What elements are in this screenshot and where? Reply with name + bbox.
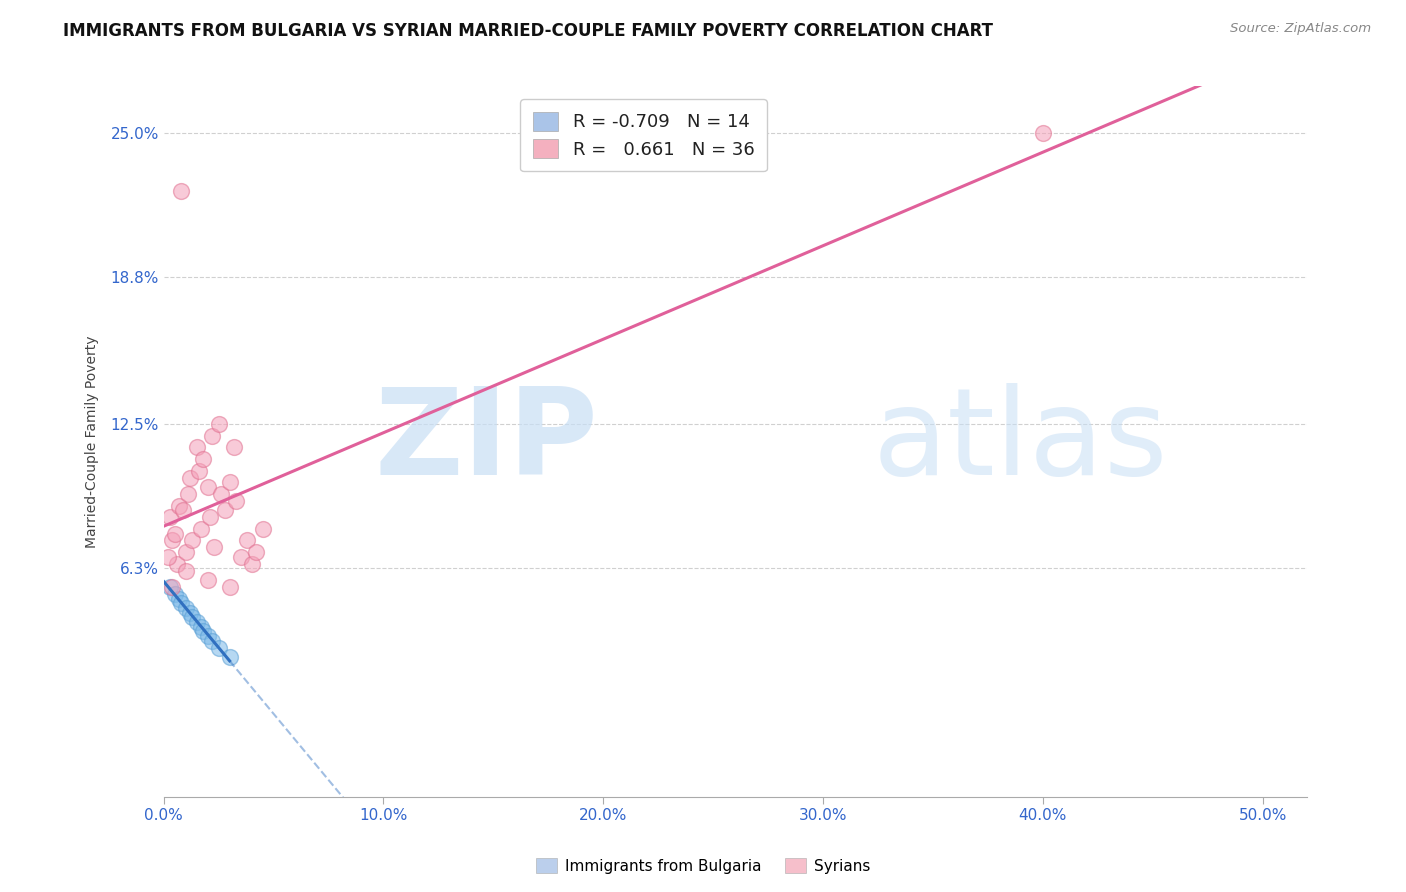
Point: [197, 480, 219, 494]
Point: [193, 624, 215, 639]
Point: [186, 441, 208, 455]
Point: [245, 545, 267, 559]
Point: [1032, 126, 1054, 140]
Legend: R = -0.709   N = 14, R =   0.661   N = 36: R = -0.709 N = 14, R = 0.661 N = 36: [520, 99, 768, 171]
Point: [163, 526, 186, 541]
Point: [225, 494, 247, 508]
Point: [193, 452, 215, 467]
Text: Source: ZipAtlas.com: Source: ZipAtlas.com: [1230, 22, 1371, 36]
Point: [209, 487, 232, 501]
Point: [252, 522, 274, 536]
Point: [186, 615, 208, 629]
Point: [201, 633, 224, 648]
Point: [181, 533, 204, 548]
Point: [198, 510, 221, 524]
Text: atlas: atlas: [872, 383, 1168, 500]
Point: [174, 564, 197, 578]
Point: [167, 499, 190, 513]
Point: [159, 580, 181, 594]
Point: [163, 587, 186, 601]
Point: [190, 522, 212, 536]
Point: [162, 533, 184, 548]
Point: [181, 610, 204, 624]
Point: [229, 549, 252, 564]
Point: [236, 533, 259, 548]
Point: [177, 487, 200, 501]
Point: [159, 510, 181, 524]
Point: [179, 470, 201, 484]
Point: [170, 184, 193, 198]
Point: [157, 549, 180, 564]
Point: [172, 503, 194, 517]
Legend: Immigrants from Bulgaria, Syrians: Immigrants from Bulgaria, Syrians: [530, 852, 876, 880]
Point: [197, 629, 219, 643]
Text: ZIP: ZIP: [374, 383, 598, 500]
Point: [190, 620, 212, 634]
Point: [167, 591, 190, 606]
Point: [170, 596, 193, 610]
Point: [240, 557, 263, 571]
Point: [174, 545, 197, 559]
Point: [162, 580, 184, 594]
Point: [214, 503, 236, 517]
Point: [218, 649, 240, 664]
Y-axis label: Married-Couple Family Poverty: Married-Couple Family Poverty: [86, 335, 100, 548]
Point: [218, 475, 240, 490]
Point: [207, 417, 229, 431]
Point: [179, 606, 201, 620]
Point: [202, 541, 225, 555]
Text: IMMIGRANTS FROM BULGARIA VS SYRIAN MARRIED-COUPLE FAMILY POVERTY CORRELATION CHA: IMMIGRANTS FROM BULGARIA VS SYRIAN MARRI…: [63, 22, 993, 40]
Point: [187, 464, 209, 478]
Point: [197, 573, 219, 587]
Point: [201, 428, 224, 442]
Point: [207, 640, 229, 655]
Point: [222, 441, 245, 455]
Point: [218, 580, 240, 594]
Point: [166, 557, 188, 571]
Point: [174, 601, 197, 615]
